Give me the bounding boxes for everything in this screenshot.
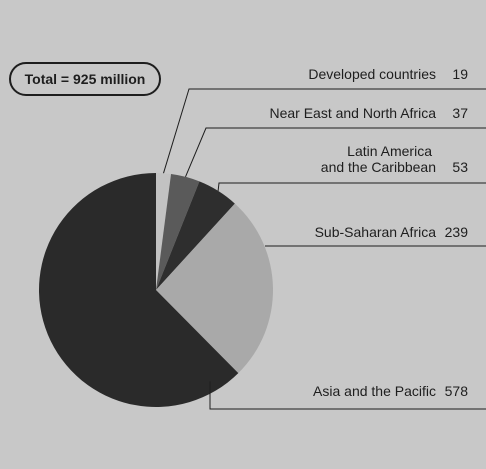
pie-slice-near-east-and-north-africa [156,173,200,290]
slice-value-asia-and-the-pacific: 578 [445,383,469,399]
pie-slices [38,173,273,407]
leader-lines [163,88,486,410]
pie-slice-asia-and-the-pacific [38,173,239,407]
pie-slice-latin-america-and-the-caribbean [156,181,235,290]
slice-label-developed-countries: Developed countries [308,66,436,82]
total-badge-frame [9,62,161,96]
total-label: Total = 925 million [25,71,146,87]
pie-slice-sub-saharan-africa [156,203,273,374]
slice-label-asia-and-the-pacific: Asia and the Pacific [313,383,436,399]
slice-label-latin-america-and-the-caribbean-line-2: and the Caribbean [321,159,436,175]
leader-line-latin-america-and-the-caribbean [217,182,486,191]
leader-line-near-east-and-north-africa [185,127,486,177]
slice-labels: Developed countries 19 Near East and North… [269,66,468,399]
slice-label-latin-america-and-the-caribbean-line-1: Latin America [347,143,432,159]
total-badge: Total = 925 million [9,62,161,96]
slice-value-near-east-and-north-africa: 37 [452,105,468,121]
leader-line-developed-countries [163,88,486,174]
slice-label-sub-saharan-africa: Sub-Saharan Africa [315,224,437,240]
slice-label-near-east-and-north-africa: Near East and North Africa [269,105,436,121]
slice-value-developed-countries: 19 [452,66,468,82]
slice-value-latin-america-and-the-caribbean: 53 [452,159,468,175]
leader-line-asia-and-the-pacific [209,381,486,410]
slice-value-sub-saharan-africa: 239 [445,224,469,240]
pie-slice-developed-countries [156,173,172,290]
